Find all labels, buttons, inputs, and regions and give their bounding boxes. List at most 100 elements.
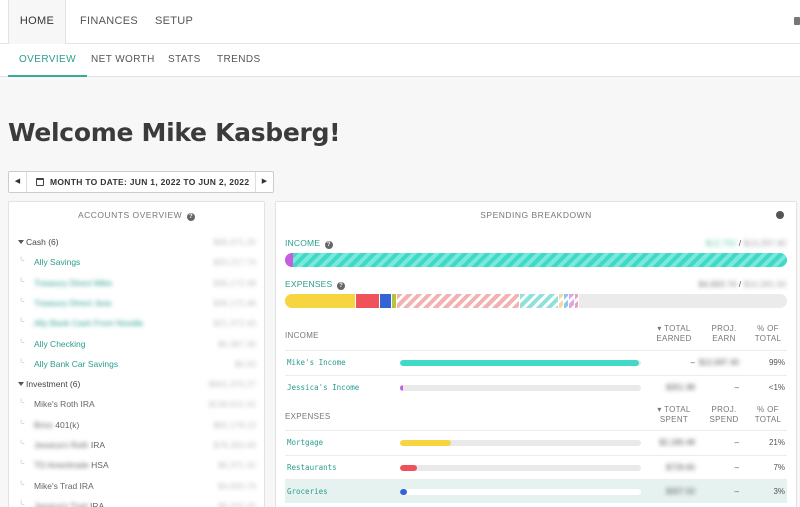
account-balance: $36,172.48 <box>213 297 256 308</box>
account-name-owner: Brixx <box>34 419 56 430</box>
account-name-type: IRA <box>90 440 106 450</box>
expenses-bar[interactable] <box>285 294 787 308</box>
account-balance: $33,217.74 <box>213 257 256 268</box>
tab-finances[interactable]: FINANCES <box>80 15 139 27</box>
tab-overview[interactable]: OVERVIEW <box>8 44 87 77</box>
account-row[interactable]: ╵╴ Ally Savings $33,217.74 <box>9 252 264 272</box>
expenses-bar-segment[interactable] <box>285 294 357 308</box>
expense-name[interactable]: Groceries <box>287 487 328 496</box>
expense-projected: – <box>734 462 739 472</box>
income-summary: $12,752 / $13,297.40 <box>705 238 786 248</box>
income-bar[interactable] <box>285 253 787 267</box>
income-label-text: INCOME <box>285 238 321 248</box>
income-table-header: INCOME ▾ TOTAL EARNED PROJ. EARN % OF TO… <box>285 324 787 348</box>
account-name-owner: Jessica's Trad <box>34 500 90 507</box>
income-total: $351.98 <box>666 382 695 392</box>
expense-total: $729.60 <box>666 462 695 472</box>
expenses-bar-segment[interactable] <box>559 294 564 308</box>
account-row[interactable]: ╵╴ Treasury Direct Jess $36,172.48 <box>9 293 264 313</box>
income-projected: $12,697.40 <box>698 358 739 367</box>
expenses-bar-segment[interactable] <box>392 294 397 308</box>
expense-name[interactable]: Mortgage <box>287 438 324 447</box>
help-icon[interactable]: ? <box>187 213 196 221</box>
expense-projected: – <box>734 438 739 447</box>
accounts-overview-title: ACCOUNTS OVERVIEW ? <box>9 202 264 228</box>
account-row[interactable]: ╵╴ TD Ameritrade HSA $6,371.42 <box>9 455 264 475</box>
expenses-bar-segment[interactable] <box>563 294 570 308</box>
expense-share-fill <box>400 440 451 446</box>
income-table-heading: INCOME <box>285 331 319 340</box>
income-bar-segment-jessica <box>285 253 293 267</box>
account-name[interactable]: Treasury Direct Jess <box>34 297 112 308</box>
account-group-row[interactable]: Investment (6) $601,370.27 <box>9 374 264 394</box>
account-name[interactable]: Mike's Trad IRA <box>34 480 94 491</box>
tab-net-worth[interactable]: NET WORTH <box>91 54 155 65</box>
income-row[interactable]: Mike's Income – $12,697.40 99% <box>285 350 787 374</box>
account-name[interactable]: Ally Bank Cash From Noodle <box>34 318 144 329</box>
account-name[interactable]: Ally Bank Car Savings <box>34 358 119 369</box>
account-row[interactable]: ╵╴ Mike's Trad IRA $4,920.74 <box>9 476 264 496</box>
expenses-bar-segment[interactable] <box>396 294 520 308</box>
income-help-icon[interactable]: ? <box>324 241 333 249</box>
expenses-bar-segment[interactable] <box>569 294 575 308</box>
expenses-bar-segment[interactable] <box>519 294 560 308</box>
accounts-overview-label: ACCOUNTS OVERVIEW <box>77 210 183 220</box>
date-range-picker: ◀ MONTH TO DATE: JUN 1, 2022 TO JUN 2, 2… <box>8 171 274 193</box>
account-name[interactable]: Treasury Direct Mike <box>34 277 113 288</box>
expenses-total: $10,281.50 <box>743 279 786 289</box>
expense-row[interactable]: Groceries $307.50 – 3% <box>285 479 787 503</box>
account-name-owner: Jessica's Roth <box>34 440 91 450</box>
income-label: INCOME ? <box>285 238 333 249</box>
income-row[interactable]: Jessica's Income $351.98 – <1% <box>285 374 787 399</box>
total-earned-header[interactable]: ▾ TOTAL EARNED <box>656 324 692 343</box>
account-row[interactable]: ╵╴ Ally Bank Car Savings $0.00 <box>9 354 264 374</box>
tab-setup[interactable]: SETUP <box>155 15 194 27</box>
expenses-bar-segment[interactable] <box>574 294 579 308</box>
account-row[interactable]: ╵╴ Ally Bank Cash From Noodle $21,372.40 <box>9 313 264 333</box>
date-range-label[interactable]: MONTH TO DATE: JUN 1, 2022 TO JUN 2, 202… <box>50 177 250 187</box>
expenses-bar-segment[interactable] <box>356 294 381 308</box>
expenses-bar-segment[interactable] <box>380 294 393 308</box>
account-group-row[interactable]: Cash (6) $66,371.25 <box>9 232 264 252</box>
account-name[interactable]: Ally Savings <box>34 257 81 268</box>
account-row[interactable]: ╵╴ Brixx 401(k) $65,178.13 <box>9 415 264 435</box>
account-name[interactable]: Brixx 401(k) <box>34 415 79 435</box>
expense-name[interactable]: Restaurants <box>287 462 337 472</box>
expense-row[interactable]: Restaurants $729.60 – 7% <box>285 454 787 479</box>
caret-down-icon[interactable] <box>18 240 24 244</box>
account-name[interactable]: TD Ameritrade HSA <box>34 455 109 475</box>
lock-icon[interactable] <box>794 17 800 25</box>
proj-earn-header[interactable]: PROJ. EARN <box>711 324 737 343</box>
account-row[interactable]: ╵╴ Mike's Roth IRA $136,621.42 <box>9 394 264 414</box>
pct-total-header[interactable]: % OF TOTAL <box>754 405 782 424</box>
caret-down-icon[interactable] <box>18 382 24 387</box>
income-name[interactable]: Mike's Income <box>287 358 346 367</box>
tab-trends[interactable]: TRENDS <box>217 54 261 65</box>
pct-total-header[interactable]: % OF TOTAL <box>754 324 782 343</box>
expense-row[interactable]: Mortgage $2,180.48 – 21% <box>285 430 787 454</box>
gear-icon[interactable] <box>776 211 784 219</box>
tree-connector-icon: ╵╴ <box>19 481 27 489</box>
tree-connector-icon: ╵╴ <box>19 420 27 428</box>
account-name[interactable]: Jessica's Roth IRA <box>34 435 105 455</box>
account-name[interactable]: Ally Checking <box>34 338 86 349</box>
accounts-overview-panel: ACCOUNTS OVERVIEW ? Cash (6) $66,371.25 ╵╴… <box>8 201 265 507</box>
account-name[interactable]: Mike's Roth IRA <box>34 399 95 410</box>
account-row[interactable]: ╵╴ Ally Checking $5,367.30 <box>9 334 264 354</box>
total-spent-header[interactable]: ▾ TOTAL SPENT <box>657 405 691 424</box>
account-row[interactable]: ╵╴ Treasury Direct Mike $36,172.48 <box>9 273 264 293</box>
account-balance: $6,371.42 <box>218 460 256 471</box>
tab-home[interactable]: HOME <box>8 0 66 45</box>
expense-share-bar <box>400 440 641 446</box>
next-period-button[interactable]: ▶ <box>255 172 273 192</box>
tab-stats[interactable]: STATS <box>168 54 201 65</box>
expenses-help-icon[interactable]: ? <box>337 282 345 290</box>
previous-period-button[interactable]: ◀ <box>9 172 27 192</box>
calendar-icon <box>36 178 44 186</box>
income-name[interactable]: Jessica's Income <box>287 382 360 392</box>
account-row[interactable]: ╵╴ Jessica's Trad IRA $6,202.20 <box>9 496 264 507</box>
account-row[interactable]: ╵╴ Jessica's Roth IRA $78,350.40 <box>9 435 264 455</box>
account-name[interactable]: Jessica's Trad IRA <box>34 496 104 507</box>
account-balance: $6,202.20 <box>218 500 256 507</box>
proj-spend-header[interactable]: PROJ. SPEND <box>709 405 739 424</box>
